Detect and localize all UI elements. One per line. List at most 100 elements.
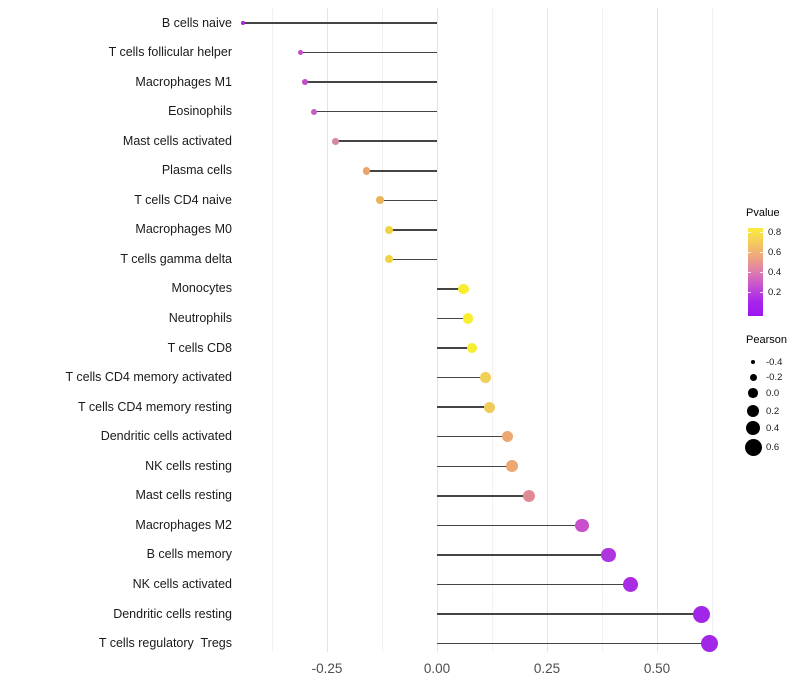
colorbar-tick [748, 232, 751, 233]
lollipop-stem [437, 435, 508, 438]
data-point-dot [479, 372, 491, 384]
category-label: Dendritic cells activated [100, 429, 232, 444]
data-point-dot [297, 49, 304, 56]
data-point-dot [701, 634, 719, 653]
pvalue-tick-label: 0.2 [768, 287, 782, 298]
category-label: NK cells activated [132, 576, 232, 591]
data-point-dot [375, 196, 384, 205]
category-label: T cells CD4 memory resting [78, 399, 232, 414]
pearson-legend-dot [748, 388, 758, 398]
lollipop-stem [437, 376, 486, 379]
data-point-dot [310, 108, 317, 115]
category-label: T cells follicular helper [108, 45, 232, 60]
category-label: T cells CD8 [167, 340, 232, 355]
colorbar-tick [748, 272, 751, 273]
category-label: Monocytes [171, 281, 232, 296]
data-point-dot [601, 547, 616, 563]
colorbar-tick [760, 252, 763, 253]
pearson-legend-title: Pearson [746, 334, 787, 346]
data-point-dot [575, 518, 589, 533]
data-point-dot [501, 430, 514, 443]
category-label: Plasma cells [161, 163, 232, 178]
data-point-dot [484, 401, 496, 413]
pvalue-tick-label: 0.8 [768, 227, 782, 238]
pearson-legend-label: 0.2 [766, 406, 780, 417]
lollipop-stem [437, 406, 490, 408]
major-gridline [436, 8, 438, 652]
data-point-dot [523, 489, 536, 502]
lollipop-stem [305, 81, 437, 83]
data-point-dot [362, 167, 371, 175]
major-gridline [546, 8, 548, 652]
pearson-legend-dot [750, 359, 756, 365]
category-label: T cells CD4 naive [134, 192, 232, 207]
x-axis-tick-label: 0.00 [423, 661, 451, 676]
pearson-legend-label: -0.4 [766, 357, 783, 368]
lollipop-stem [379, 199, 437, 202]
data-point-dot [466, 342, 478, 354]
minor-gridline [711, 8, 713, 652]
lollipop-stem [300, 51, 437, 54]
lollipop-stem [388, 229, 437, 231]
pearson-legend-dot [749, 373, 757, 381]
lollipop-stem [437, 524, 583, 527]
lollipop-stem [437, 317, 468, 320]
pearson-legend-dot [747, 405, 759, 417]
pearson-legend-label: -0.2 [766, 372, 783, 383]
x-axis-tick-label: 0.50 [643, 661, 671, 676]
category-label: Macrophages M2 [135, 517, 232, 532]
data-point-dot [384, 225, 393, 234]
category-label: Mast cells activated [122, 133, 232, 148]
data-point-dot [505, 460, 518, 473]
colorbar-tick [760, 232, 763, 233]
category-label: T cells gamma delta [120, 251, 232, 266]
lollipop-stem [437, 642, 710, 645]
colorbar-tick [760, 272, 763, 273]
category-label: T cells CD4 memory activated [65, 370, 233, 385]
colorbar-tick [760, 292, 763, 293]
minor-gridline [491, 8, 493, 652]
category-label: B cells memory [146, 547, 232, 562]
data-point-dot [302, 79, 308, 85]
colorbar-tick [748, 252, 751, 253]
minor-gridline [381, 8, 383, 652]
data-point-dot [623, 576, 639, 592]
lollipop-stem [437, 613, 701, 615]
lollipop-stem [437, 495, 530, 497]
data-point-dot [462, 313, 473, 324]
minor-gridline [271, 8, 273, 652]
category-label: Mast cells resting [135, 488, 232, 503]
x-axis-tick-label: 0.25 [533, 661, 561, 676]
data-point-dot [332, 137, 340, 145]
pearson-legend-label: 0.0 [766, 388, 780, 399]
category-label: T cells regulatory Tregs [98, 636, 232, 651]
data-point-dot [241, 21, 246, 25]
major-gridline [326, 8, 328, 652]
lollipop-stem [437, 583, 631, 586]
category-label: Macrophages M0 [135, 222, 232, 237]
pearson-legend-label: 0.6 [766, 442, 780, 453]
category-label: NK cells resting [145, 458, 232, 473]
category-label: Neutrophils [168, 311, 232, 325]
pvalue-legend-title: Pvalue [746, 207, 780, 219]
data-point-dot [458, 283, 469, 295]
category-label: Macrophages M1 [135, 74, 232, 89]
lollipop-stem [437, 465, 512, 467]
minor-gridline [601, 8, 603, 652]
lollipop-stem [366, 170, 437, 172]
lollipop-stem [388, 258, 437, 261]
colorbar-tick [748, 292, 751, 293]
category-label: Eosinophils [168, 104, 232, 119]
lollipop-stem [437, 288, 464, 290]
lollipop-stem [335, 140, 437, 142]
category-label: B cells naive [161, 15, 232, 30]
data-point-dot [692, 605, 710, 623]
major-gridline [656, 8, 658, 652]
lollipop-stem [437, 347, 473, 349]
pearson-legend-dot [745, 420, 761, 436]
lollipop-stem [437, 554, 609, 556]
pvalue-tick-label: 0.4 [768, 267, 782, 278]
pearson-legend-label: 0.4 [766, 423, 780, 434]
pvalue-colorbar [748, 228, 763, 316]
